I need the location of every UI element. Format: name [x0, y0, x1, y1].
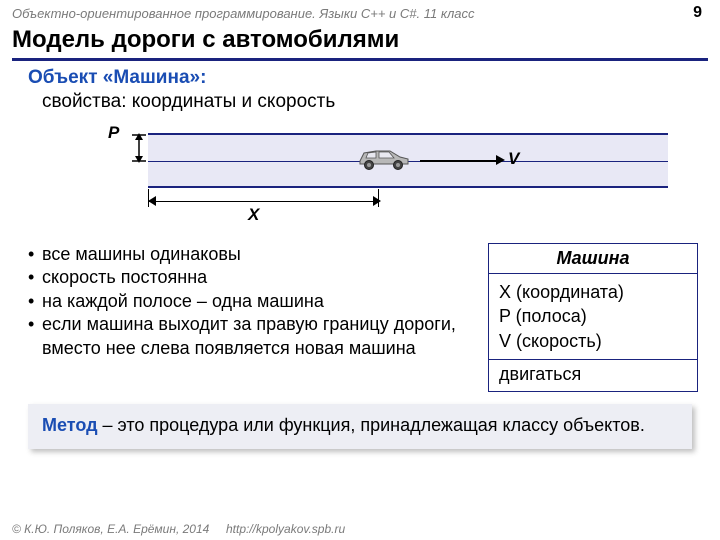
course-name: Объектно-ориентированное программировани… [12, 6, 475, 21]
properties-line: свойства: координаты и скорость [28, 91, 692, 113]
v-label: V [508, 149, 519, 169]
header-banner: Объектно-ориентированное программировани… [0, 0, 720, 24]
title-bar: Модель дороги с автомобилями [12, 26, 708, 61]
method-definition-box: Метод – это процедура или функция, прина… [28, 404, 692, 449]
method-term: Метод [42, 415, 98, 435]
class-prop: V (скорость) [499, 329, 687, 353]
list-item: все машины одинаковы [28, 243, 470, 266]
x-label: X [248, 205, 259, 225]
list-item: на каждой полосе – одна машина [28, 290, 470, 313]
page-number: 9 [693, 4, 708, 22]
object-heading: Объект «Машина»: [28, 67, 692, 89]
p-label: P [108, 123, 119, 143]
x-dimension-line [148, 201, 378, 202]
footer: © К.Ю. Поляков, Е.А. Ерёмин, 2014 http:/… [12, 522, 345, 536]
road-diagram: P V X [88, 123, 692, 233]
class-method: двигаться [499, 364, 687, 385]
class-properties: X (координата) P (полоса) V (скорость) [489, 274, 697, 360]
velocity-arrow-head [496, 155, 505, 165]
x-arrowhead-left [148, 196, 156, 206]
copyright: © К.Ю. Поляков, Е.А. Ерёмин, 2014 [12, 522, 209, 536]
class-name: Машина [489, 244, 697, 274]
class-prop: X (координата) [499, 280, 687, 304]
method-def-text: – это процедура или функция, принадлежащ… [98, 415, 645, 435]
page-title: Модель дороги с автомобилями [12, 26, 708, 54]
list-item: если машина выходит за правую границу до… [28, 313, 470, 360]
class-methods: двигаться [489, 360, 697, 391]
mid-row: все машины одинаковы скорость постоянна … [28, 243, 692, 392]
x-arrowhead-right [373, 196, 381, 206]
class-prop: P (полоса) [499, 304, 687, 328]
class-diagram: Машина X (координата) P (полоса) V (скор… [488, 243, 698, 392]
footer-url: http://kpolyakov.spb.ru [226, 522, 345, 536]
p-dimension-arrow [132, 133, 146, 163]
content-area: Объект «Машина»: свойства: координаты и … [0, 61, 720, 449]
bullet-list: все машины одинаковы скорость постоянна … [28, 243, 470, 360]
velocity-arrow-line [420, 160, 500, 162]
list-item: скорость постоянна [28, 266, 470, 289]
car-icon [356, 145, 414, 171]
